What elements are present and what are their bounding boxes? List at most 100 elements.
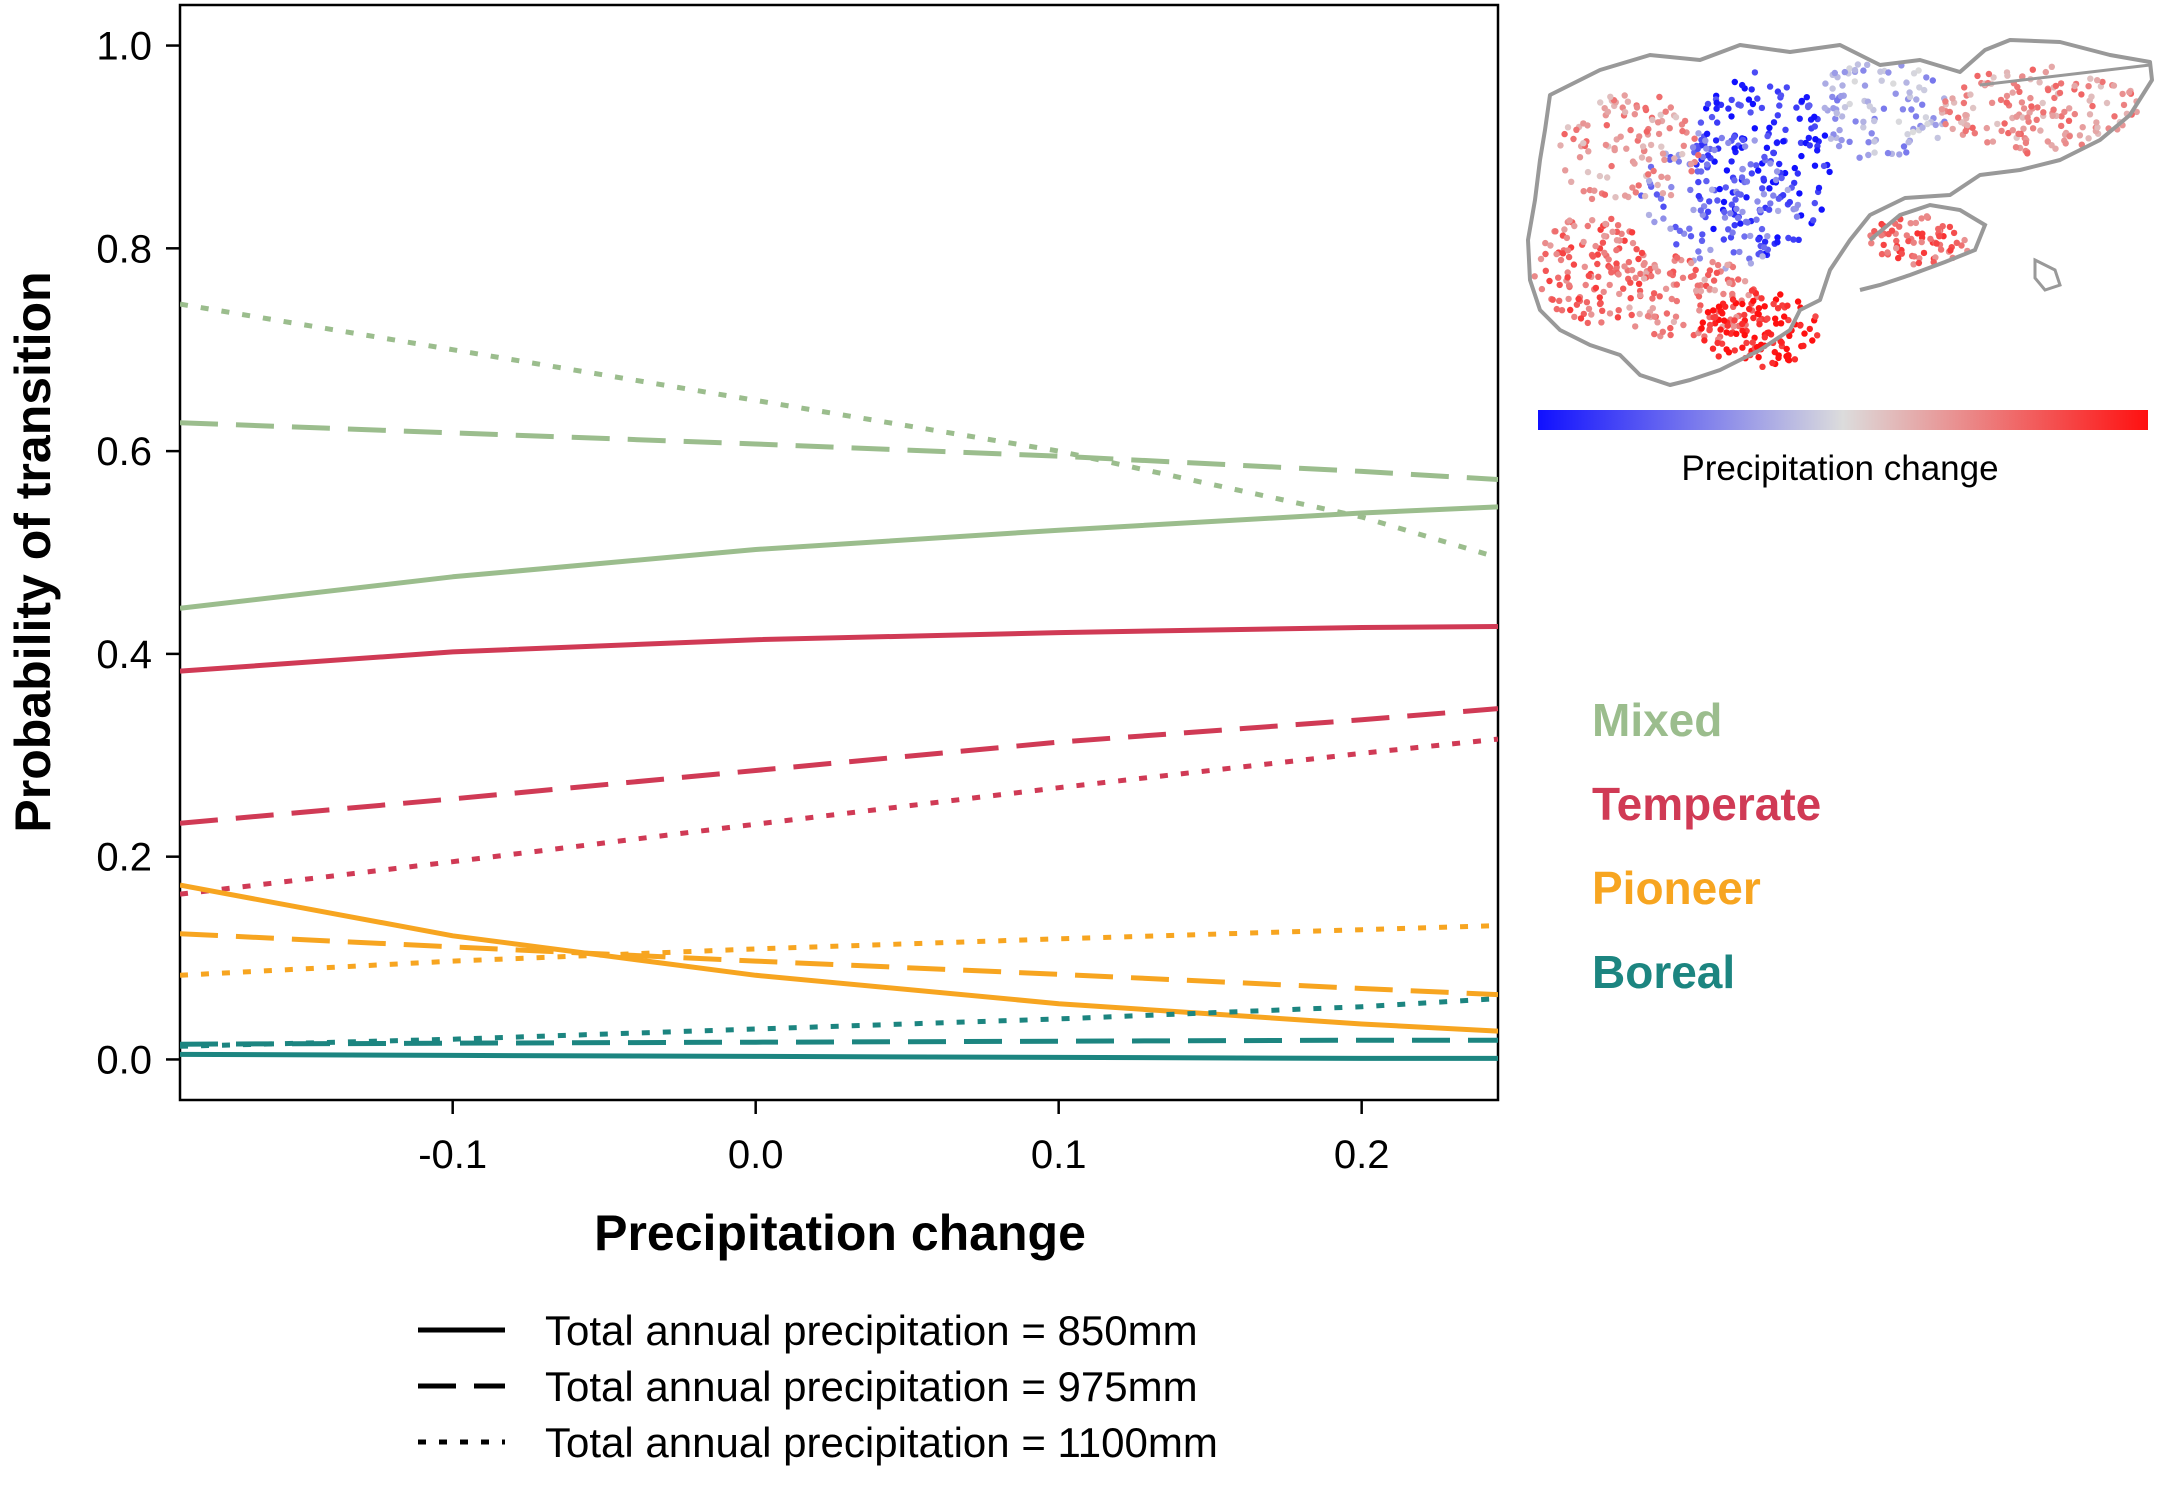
group-label-boreal: Boreal <box>1592 946 1735 998</box>
map-dot <box>1967 91 1974 98</box>
map-dot <box>1688 259 1695 267</box>
map-dot <box>1666 270 1674 277</box>
map-dot <box>1695 293 1703 300</box>
map-dot <box>1800 342 1807 349</box>
map-dot <box>1748 287 1756 294</box>
map-dot <box>1834 97 1841 104</box>
map-dot <box>1615 271 1622 278</box>
map-dot <box>1651 313 1658 320</box>
map-dot <box>1698 325 1705 332</box>
map-dot <box>2085 135 2092 142</box>
map-dot <box>1604 174 1611 181</box>
map-dot <box>1557 256 1565 264</box>
map-dot <box>1712 137 1720 144</box>
map-dot <box>2089 102 2096 110</box>
map-dot <box>2119 90 2126 98</box>
map-dot <box>1662 108 1669 115</box>
map-dot <box>1868 240 1875 247</box>
map-dot <box>1701 276 1708 283</box>
map-dot <box>1553 250 1560 258</box>
map-dot <box>1903 232 1911 239</box>
x-axis: -0.1 0.0 0.1 0.2 <box>418 1100 1389 1177</box>
map-dot <box>1585 305 1593 312</box>
map-dot <box>1673 241 1680 248</box>
map-dot <box>1758 104 1766 112</box>
map-dot <box>1721 208 1728 216</box>
map-dot <box>2003 99 2011 106</box>
map-dot <box>1760 191 1768 198</box>
map-dot <box>1744 219 1751 226</box>
map-dot <box>1659 190 1667 197</box>
map-dot <box>1599 307 1606 314</box>
map-dot <box>1760 175 1767 182</box>
map-dot <box>1822 80 1829 87</box>
series-line-boreal-solid <box>180 1051 1498 1061</box>
map-dot <box>1806 325 1814 333</box>
map-dot <box>1911 253 1918 260</box>
map-dot <box>1721 317 1728 324</box>
map-dot <box>1704 309 1712 316</box>
map-dot <box>1584 222 1592 230</box>
map-dot <box>1761 334 1769 341</box>
map-dot <box>1798 97 1806 105</box>
map-dot <box>1696 307 1703 314</box>
map-dot <box>1659 328 1667 335</box>
plot-frame <box>178 3 1500 1102</box>
series-line-pioneer-solid <box>180 882 1498 1034</box>
map-dot <box>1794 201 1802 209</box>
map-dot <box>2093 119 2100 126</box>
map-dot <box>1613 246 1620 254</box>
map-dot <box>1695 151 1702 159</box>
map-dot <box>1644 312 1652 320</box>
map-dot <box>1793 213 1801 220</box>
map-dot <box>1695 192 1703 200</box>
map-dot <box>2049 112 2056 120</box>
map-dot <box>1871 149 1878 156</box>
map-dot <box>1558 307 1566 314</box>
map-dot <box>1621 263 1628 270</box>
x-tick-label: 0.0 <box>728 1133 784 1177</box>
map-dot <box>1601 191 1609 198</box>
map-dot <box>1735 276 1742 283</box>
map-dot <box>1531 273 1538 280</box>
map-dot <box>1714 261 1722 269</box>
map-dot <box>1763 144 1771 151</box>
map-dot <box>1706 267 1714 274</box>
map-dot <box>1731 145 1738 152</box>
map-dot <box>1905 139 1912 146</box>
map-dot <box>2050 106 2057 113</box>
map-dot <box>1985 70 1993 78</box>
map-dot <box>1994 120 2001 128</box>
map-dot <box>1782 126 1789 133</box>
map-dot <box>1599 239 1607 246</box>
map-dot <box>1893 237 1900 245</box>
map-dot <box>1580 140 1587 147</box>
map-dot <box>1765 206 1773 213</box>
map-dot <box>1814 147 1821 154</box>
map-dot <box>1650 290 1658 297</box>
map-dot <box>1723 167 1731 174</box>
map-dot <box>1781 169 1789 177</box>
legend-entry-label: Total annual precipitation = 850mm <box>545 1307 1198 1354</box>
map-dot <box>1937 246 1945 253</box>
y-axis-title: Probability of transition <box>5 271 61 832</box>
map-dot <box>2042 68 2049 76</box>
map-dot <box>1801 330 1808 337</box>
map-dot <box>1688 168 1695 175</box>
map-dot <box>1661 156 1668 163</box>
map-dot <box>1717 326 1724 333</box>
map-dot <box>1636 133 1643 140</box>
map-dot <box>1652 264 1659 271</box>
map-dot <box>1565 253 1573 261</box>
map-dot <box>1737 220 1744 227</box>
map-dot <box>1715 303 1723 310</box>
map-dot <box>1761 238 1769 245</box>
map-dot <box>2051 94 2058 102</box>
map-dot <box>1725 226 1732 233</box>
series-line-temperate-dashed <box>180 706 1498 826</box>
map-dot <box>1695 130 1702 137</box>
map-dot <box>1656 293 1663 300</box>
map-dot <box>1805 134 1813 142</box>
map-dot <box>1893 245 1900 252</box>
map-dot <box>1988 99 1996 107</box>
